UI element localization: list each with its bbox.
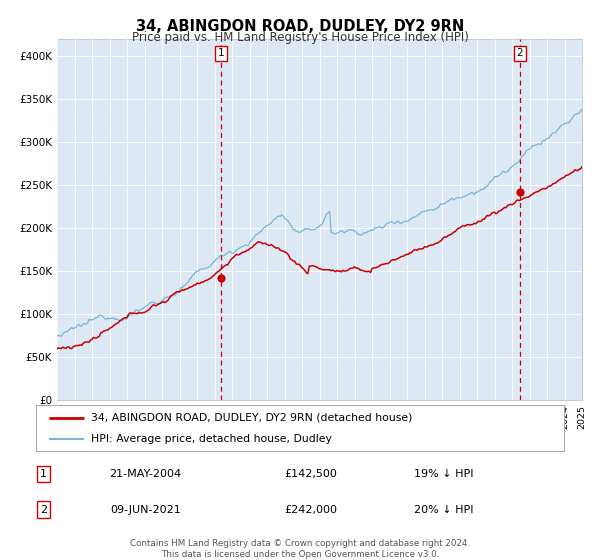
Text: £142,500: £142,500 bbox=[284, 469, 337, 479]
Text: 2: 2 bbox=[517, 48, 523, 58]
Text: 09-JUN-2021: 09-JUN-2021 bbox=[110, 505, 181, 515]
Text: HPI: Average price, detached house, Dudley: HPI: Average price, detached house, Dudl… bbox=[91, 434, 332, 444]
Text: Contains HM Land Registry data © Crown copyright and database right 2024.: Contains HM Land Registry data © Crown c… bbox=[130, 539, 470, 548]
Text: 20% ↓ HPI: 20% ↓ HPI bbox=[414, 505, 473, 515]
Text: 2: 2 bbox=[40, 505, 47, 515]
Text: £242,000: £242,000 bbox=[284, 505, 338, 515]
Text: 1: 1 bbox=[218, 48, 224, 58]
Text: This data is licensed under the Open Government Licence v3.0.: This data is licensed under the Open Gov… bbox=[161, 550, 439, 559]
Text: 19% ↓ HPI: 19% ↓ HPI bbox=[414, 469, 473, 479]
Text: 21-MAY-2004: 21-MAY-2004 bbox=[109, 469, 182, 479]
Text: 34, ABINGDON ROAD, DUDLEY, DY2 9RN: 34, ABINGDON ROAD, DUDLEY, DY2 9RN bbox=[136, 19, 464, 34]
Text: 34, ABINGDON ROAD, DUDLEY, DY2 9RN (detached house): 34, ABINGDON ROAD, DUDLEY, DY2 9RN (deta… bbox=[91, 413, 413, 423]
Text: 1: 1 bbox=[40, 469, 47, 479]
FancyBboxPatch shape bbox=[36, 405, 564, 451]
Point bbox=[217, 273, 226, 282]
Text: Price paid vs. HM Land Registry's House Price Index (HPI): Price paid vs. HM Land Registry's House … bbox=[131, 31, 469, 44]
Point bbox=[515, 188, 524, 197]
